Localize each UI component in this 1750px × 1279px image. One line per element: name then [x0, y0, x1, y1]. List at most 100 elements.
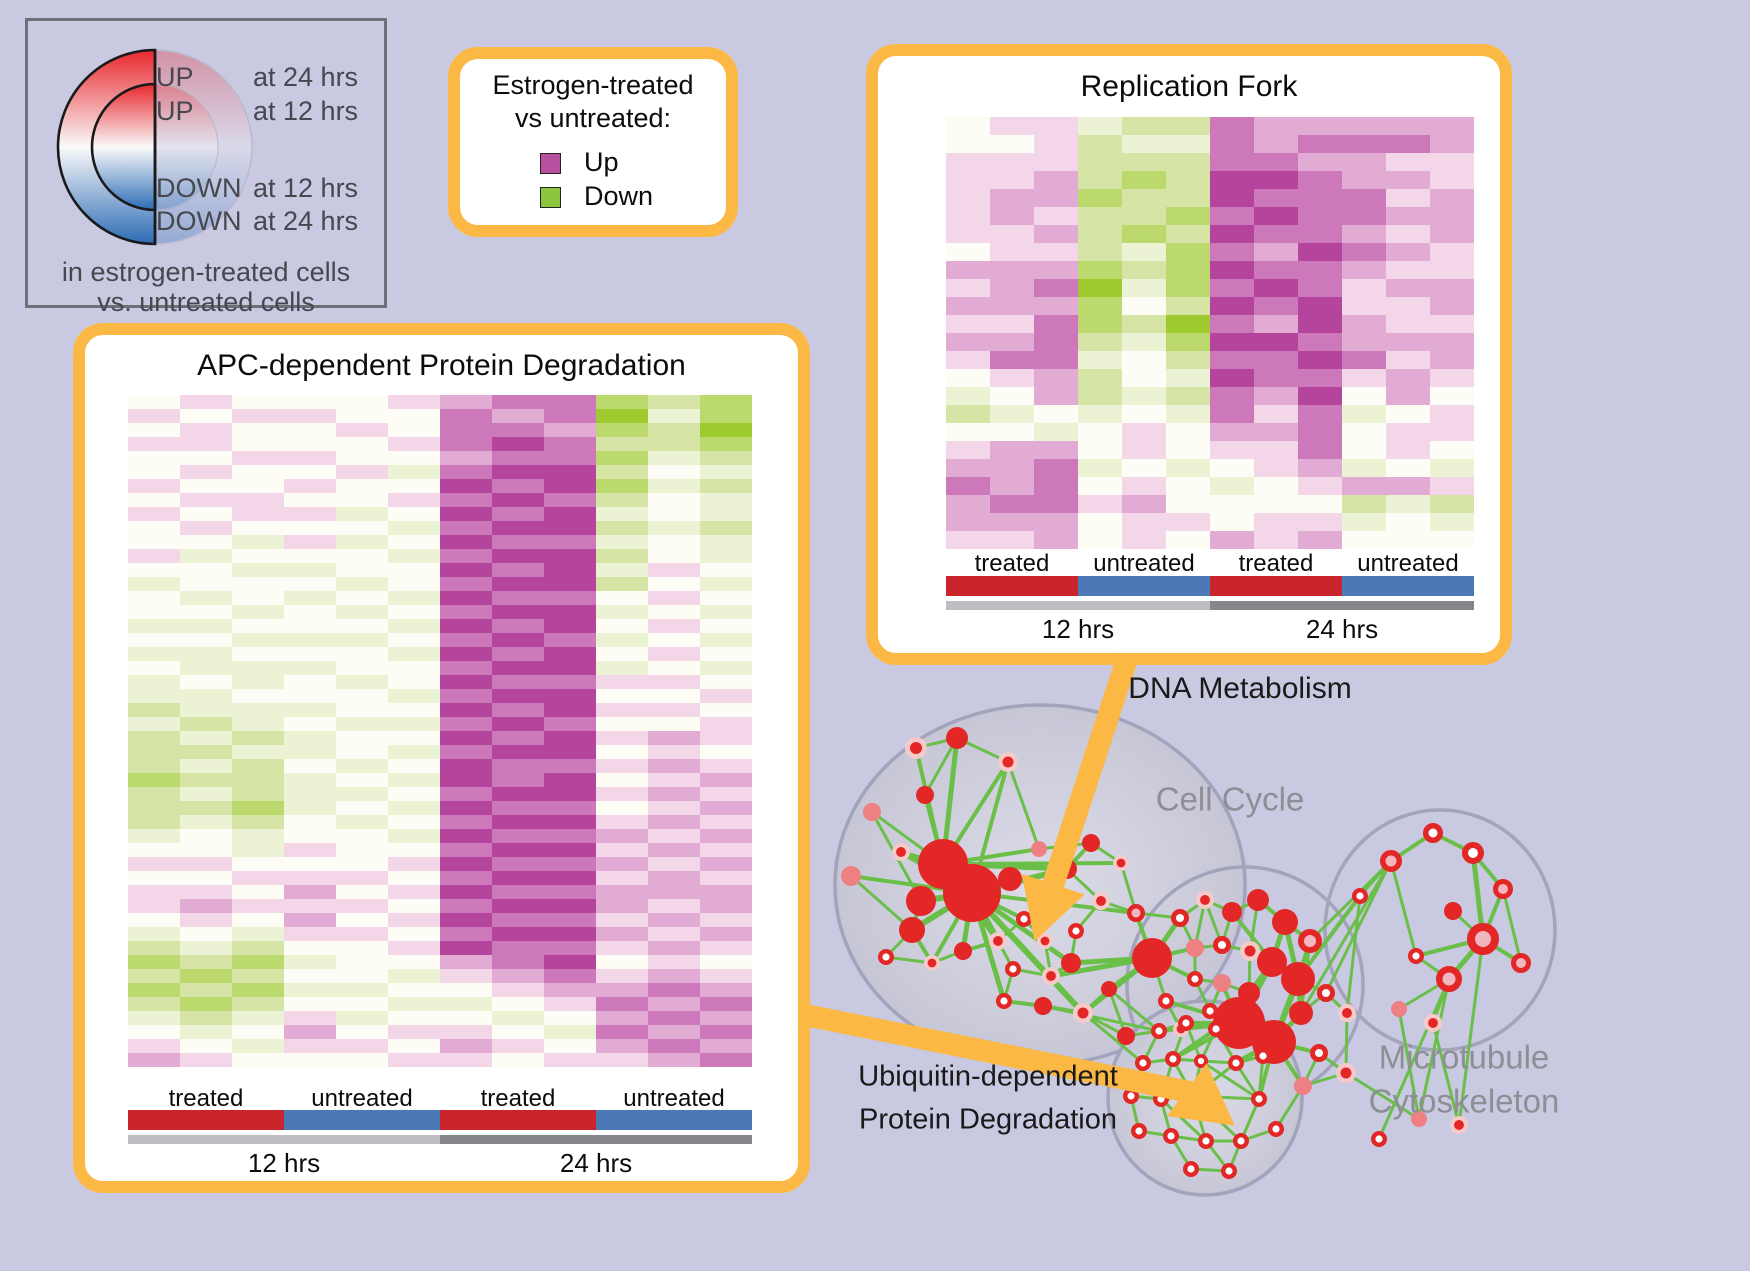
- network-edge: [1185, 1021, 1217, 1031]
- network-edge: [1397, 1008, 1421, 1120]
- network-edge: [1457, 938, 1485, 1126]
- network-edge: [1074, 900, 1103, 932]
- network-edge: [1234, 1062, 1261, 1100]
- gene-node-ring: [1134, 1054, 1151, 1071]
- legend-caption-line1: in estrogen-treated cells: [61, 257, 351, 287]
- network-edge: [1002, 968, 1015, 1002]
- network-edge: [1090, 841, 1122, 865]
- gene-node-pink: [1391, 1001, 1407, 1017]
- apc-timebar-24: [440, 1135, 752, 1144]
- network-edge: [850, 874, 913, 932]
- gene-node-ring: [878, 949, 895, 966]
- network-edge: [1194, 943, 1223, 950]
- network-edge: [884, 928, 914, 959]
- network-edge: [1159, 1098, 1173, 1137]
- gene-node-halo-core: [1002, 756, 1014, 768]
- arrow-replication-to-dna-head: [1021, 873, 1085, 942]
- estrogen-legend-title-line2: vs untreated:: [514, 103, 672, 133]
- legend-caption-line2: vs. untreated cells: [97, 287, 315, 317]
- network-edge: [1191, 1095, 1208, 1142]
- apc-bar-treated-24: [440, 1110, 596, 1130]
- network-edge: [1194, 977, 1223, 985]
- network-edge: [1184, 1022, 1203, 1062]
- apc-24hrs-label: 24 hrs: [559, 1148, 633, 1178]
- network-edge: [1138, 1129, 1172, 1138]
- gene-node-red: [1213, 997, 1265, 1049]
- gene-node-ring: [996, 993, 1013, 1010]
- network-edge: [1431, 978, 1451, 1024]
- legend-down-12: DOWN: [156, 173, 242, 203]
- gene-node-red: [943, 864, 1001, 922]
- down-label: Down: [584, 181, 654, 211]
- gene-node-pink: [1031, 841, 1047, 857]
- arrow-replication-to-dna-shaft: [1041, 652, 1139, 892]
- gene-node-ring: [1197, 1132, 1214, 1149]
- gene-node-red: [1132, 938, 1172, 978]
- network-edge: [910, 900, 923, 931]
- network-edge: [1247, 950, 1252, 994]
- cluster-cell-cycle: [1125, 865, 1365, 1105]
- network-edge: [1192, 1061, 1237, 1098]
- network-edge: [1151, 956, 1196, 981]
- network-edge: [1481, 937, 1523, 965]
- gene-node-ring: [1150, 1022, 1167, 1039]
- network-edge: [930, 892, 974, 964]
- network-edge: [1377, 978, 1451, 1140]
- gene-node-halo-core: [896, 847, 906, 857]
- gene-node-ring: [1157, 993, 1174, 1010]
- network-edge: [1451, 909, 1485, 941]
- gene-node-halo: [892, 843, 910, 861]
- gene-node-red: [1082, 834, 1100, 852]
- microtubule-label-line2: Cytoskeleton: [1369, 1083, 1560, 1120]
- network-edge: [1158, 1021, 1240, 1033]
- apc-bar-untreated-12: [284, 1110, 440, 1130]
- network-edge: [1172, 1057, 1202, 1063]
- gene-node-ring: [1201, 1003, 1218, 1020]
- network-edge: [1257, 1055, 1265, 1100]
- network-edge: [1192, 1094, 1260, 1101]
- rf-24hrs-label: 24 hrs: [1305, 614, 1379, 644]
- network-edge: [962, 939, 999, 953]
- gene-node-ring: [1250, 1090, 1267, 1107]
- network-edge: [1324, 860, 1393, 994]
- legend-down-12-time: at 12 hrs: [253, 173, 359, 203]
- legend-up-24-time: at 24 hrs: [253, 62, 359, 92]
- gene-node-ring: [1130, 1122, 1147, 1139]
- network-edge: [1345, 1071, 1420, 1121]
- gene-node-ring: [1370, 1130, 1387, 1147]
- network-edge: [1199, 1028, 1218, 1062]
- network-edge: [1239, 1098, 1261, 1142]
- gene-node-red: [918, 839, 968, 889]
- gene-node-pink-center: [1298, 929, 1322, 953]
- network-edge: [850, 874, 973, 895]
- estrogen-legend-title: Estrogen-treated vs untreated:: [448, 69, 738, 135]
- network-edge: [1215, 1020, 1240, 1032]
- network-edge: [1119, 862, 1138, 914]
- network-edge: [969, 891, 1001, 943]
- gene-node-red: [946, 727, 968, 749]
- network-edge: [1247, 992, 1276, 1043]
- network-edge: [1417, 978, 1451, 1120]
- network-edge: [1271, 977, 1301, 1044]
- network-edge: [1236, 960, 1275, 1025]
- gene-node-halo-core: [1428, 1018, 1438, 1028]
- apc-bar-untreated-24: [596, 1110, 752, 1130]
- network-edge: [1200, 1059, 1260, 1101]
- network-edge: [900, 850, 944, 866]
- network-edge: [1129, 1062, 1145, 1097]
- network-edge: [960, 892, 975, 952]
- gene-node-ring: [1005, 961, 1022, 978]
- rf-group-treated-12: treated: [974, 550, 1050, 577]
- network-edge: [923, 794, 945, 865]
- network-edge: [971, 891, 1025, 921]
- rf-group-treated-24: treated: [1238, 550, 1314, 577]
- network-edge: [1272, 1011, 1303, 1044]
- network-edge: [1296, 940, 1312, 980]
- network-edge: [1038, 841, 1092, 851]
- network-edge: [1237, 1019, 1276, 1046]
- network-edge: [1049, 961, 1073, 978]
- estrogen-legend-panel: Estrogen-treated vs untreated: Up Down: [448, 47, 738, 237]
- network-edge: [1481, 888, 1505, 940]
- gene-node-pink: [841, 866, 861, 886]
- network-edge: [1283, 920, 1312, 943]
